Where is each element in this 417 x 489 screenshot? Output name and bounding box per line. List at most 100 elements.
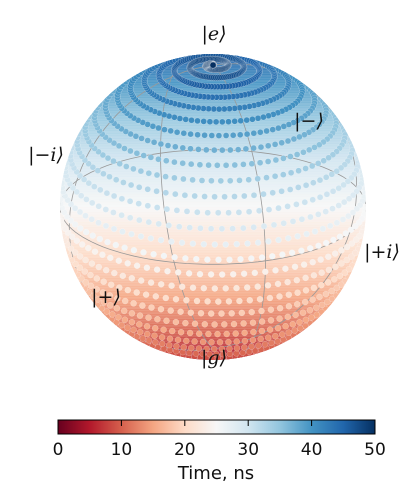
trajectory-point: [260, 222, 268, 230]
trajectory-point: [133, 150, 141, 157]
trajectory-point: [344, 178, 352, 185]
trajectory-point: [155, 155, 162, 163]
trajectory-point: [95, 203, 102, 210]
trajectory-point: [332, 263, 339, 270]
trajectory-point: [241, 192, 248, 200]
trajectory-point: [136, 216, 143, 224]
trajectory-point: [95, 296, 102, 303]
trajectory-point: [137, 277, 145, 284]
trajectory-point: [274, 280, 282, 288]
trajectory-point: [263, 174, 270, 181]
trajectory-point: [309, 296, 316, 303]
trajectory-point: [188, 116, 195, 124]
trajectory-point: [185, 270, 193, 277]
trajectory-point: [315, 211, 322, 218]
trajectory-point: [203, 146, 210, 154]
trajectory-point: [182, 319, 189, 327]
trajectory-point: [347, 226, 355, 234]
trajectory-point: [241, 337, 249, 345]
trajectory-point: [128, 310, 136, 317]
trajectory-point: [280, 123, 287, 130]
trajectory-point: [255, 342, 262, 349]
trajectory-point: [222, 132, 230, 139]
trajectory-point: [153, 187, 160, 195]
trajectory-point: [167, 127, 174, 135]
trajectory-point: [99, 251, 106, 259]
sphere-band: [60, 329, 366, 333]
trajectory-point: [179, 159, 186, 167]
trajectory-point: [100, 170, 107, 178]
trajectory-point: [246, 297, 254, 304]
trajectory-point: [341, 198, 348, 206]
trajectory-point: [333, 284, 340, 292]
trajectory-point: [229, 131, 237, 139]
trajectory-point: [110, 225, 118, 233]
trajectory-point: [339, 216, 347, 223]
sphere-band: [60, 331, 366, 336]
trajectory-point: [295, 184, 302, 191]
trajectory-point: [176, 115, 184, 122]
trajectory-point: [126, 198, 134, 205]
trajectory-point: [248, 160, 256, 167]
state-labels: |e⟩ |g⟩ |+⟩ |−⟩ |+i⟩ |−i⟩: [28, 23, 400, 369]
trajectory-point: [168, 327, 176, 335]
trajectory-point: [219, 118, 226, 126]
sphere-band: [60, 334, 366, 338]
trajectory-point: [119, 228, 126, 235]
trajectory-point: [179, 144, 187, 152]
sphere-band: [60, 337, 366, 341]
trajectory-point: [330, 236, 337, 244]
trajectory-point: [302, 181, 310, 189]
trajectory-point: [258, 327, 266, 335]
sphere-band: [60, 219, 366, 223]
colorbar-tick-label: 30: [237, 440, 259, 460]
sphere-band: [60, 153, 366, 157]
sphere-band: [60, 291, 366, 295]
trajectory-point: [302, 298, 309, 306]
trajectory-point: [307, 213, 314, 221]
trajectory-point: [109, 311, 116, 318]
trajectory-point: [316, 176, 324, 184]
colorbar-tick-label: 40: [301, 440, 323, 460]
sphere-band: [60, 168, 366, 172]
trajectory-point: [338, 260, 345, 267]
trajectory-point: [257, 335, 264, 343]
trajectory-point: [136, 321, 143, 328]
trajectory-point: [153, 171, 161, 179]
trajectory-point: [333, 167, 340, 175]
trajectory-point: [352, 236, 360, 244]
trajectory-point: [115, 142, 123, 150]
trajectory-point: [254, 175, 261, 183]
trajectory-point: [93, 286, 100, 293]
trajectory-point: [257, 128, 264, 136]
trajectory-point: [195, 345, 203, 352]
trajectory-point: [313, 311, 320, 318]
trajectory-point: [130, 300, 137, 307]
sphere-band: [60, 112, 366, 116]
trajectory-point: [284, 313, 291, 321]
trajectory-point: [270, 221, 278, 229]
trajectory-point: [272, 267, 279, 274]
trajectory-point: [287, 186, 294, 193]
trajectory-point: [269, 126, 276, 133]
trajectory-point: [195, 146, 202, 153]
trajectory-point: [210, 345, 218, 353]
trajectory-point: [264, 158, 272, 165]
trajectory-point: [269, 253, 276, 260]
trajectory-point: [76, 253, 84, 260]
trajectory-point: [110, 209, 117, 216]
trajectory-point: [187, 309, 195, 316]
trajectory-point: [233, 338, 240, 345]
label-g-state: |g⟩: [201, 347, 227, 369]
trajectory-point: [342, 230, 349, 237]
trajectory-point: [349, 209, 357, 216]
sphere-band: [60, 130, 366, 134]
trajectory-point: [310, 284, 318, 292]
sphere-band: [60, 92, 366, 96]
sphere-band: [60, 204, 366, 208]
trajectory-point: [284, 137, 292, 145]
trajectory-point: [130, 326, 137, 334]
trajectory-point: [276, 315, 283, 322]
trajectory-point: [274, 324, 282, 332]
trajectory-point: [216, 339, 224, 346]
